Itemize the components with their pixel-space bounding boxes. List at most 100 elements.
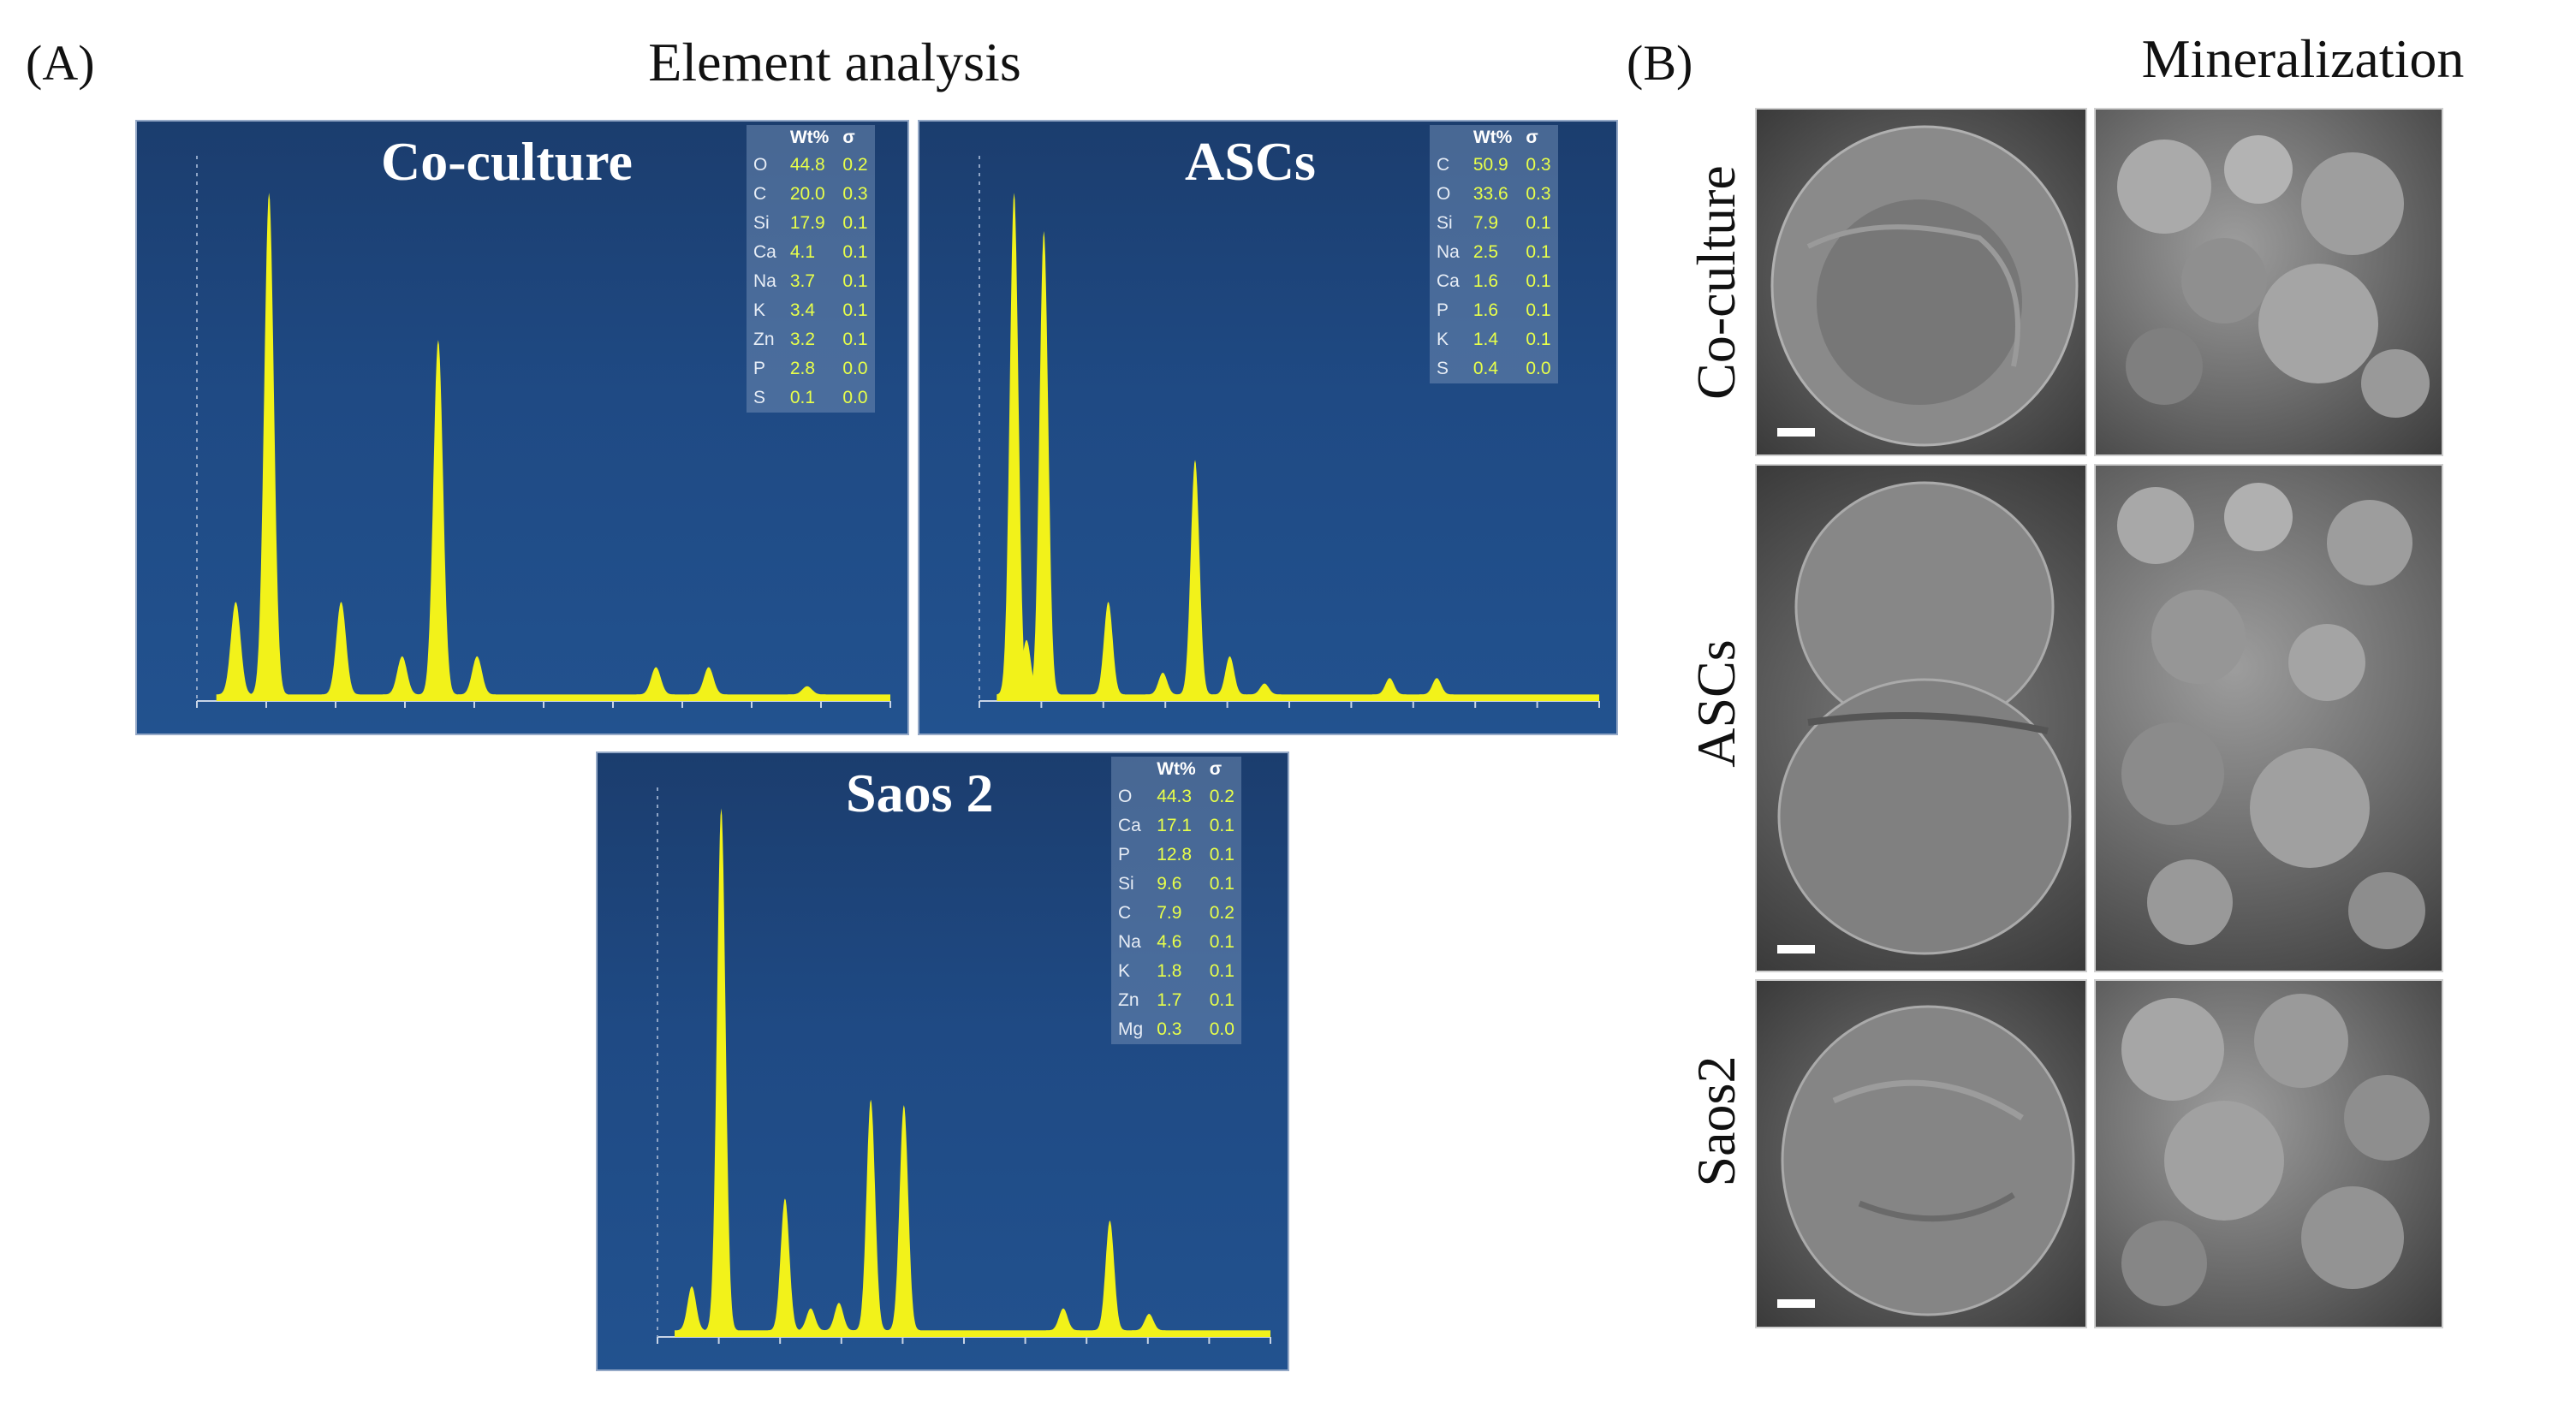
sigma-cell: 0.1 <box>1526 242 1551 262</box>
element-cell: Zn <box>753 330 775 349</box>
spectrum-peak <box>996 193 1032 702</box>
element-cell: Si <box>1437 213 1453 233</box>
element-cell: O <box>1437 184 1451 204</box>
sigma-cell: 0.1 <box>842 213 868 233</box>
element-cell: O <box>753 155 768 175</box>
element-cell: Mg <box>1118 1019 1144 1039</box>
sigma-cell: 0.1 <box>1209 932 1234 952</box>
spectrum-peak <box>1091 602 1126 701</box>
table-row: Ca 4.1 0.1 <box>747 238 875 267</box>
spectrum-peak <box>636 667 675 701</box>
wt-cell: 0.4 <box>1472 359 1499 378</box>
spectrum-peak <box>675 1286 710 1337</box>
sem-mineral-saos2 <box>2094 979 2443 1328</box>
spectrum-peak <box>383 656 422 701</box>
table-row: Zn 3.2 0.1 <box>747 325 875 354</box>
table-row: O 33.6 0.3 <box>1430 180 1558 209</box>
sigma-cell: 0.3 <box>1526 155 1551 175</box>
wt-cell: 17.1 <box>1157 816 1193 835</box>
wt-cell: 3.2 <box>789 330 816 349</box>
panel-b-title: Mineralization <box>2141 28 2465 89</box>
spectrum-title: ASCs <box>1185 131 1316 192</box>
sigma-cell: 0.1 <box>1209 816 1234 835</box>
table-row: Ca 17.1 0.1 <box>1111 811 1241 841</box>
element-cell: C <box>1437 155 1450 175</box>
element-cell: K <box>753 300 766 320</box>
spectrum-peak <box>886 1105 921 1337</box>
spectrum-title: Saos 2 <box>846 763 994 823</box>
spectrum-peak <box>419 340 458 701</box>
element-cell: Ca <box>1118 816 1141 835</box>
sigma-cell: 0.2 <box>1209 787 1234 806</box>
spectrum-peak <box>321 602 361 701</box>
element-cell: Si <box>1118 874 1134 894</box>
spectrum-peak <box>1145 672 1181 701</box>
header-element <box>747 125 783 151</box>
spectrum-peak <box>767 1198 802 1337</box>
table-row: Na 4.6 0.1 <box>1111 928 1241 957</box>
sigma-cell: 0.1 <box>842 242 868 262</box>
table-row: Na 2.5 0.1 <box>1430 238 1558 267</box>
spectrum-peak <box>854 1099 889 1337</box>
table-row: S 0.1 0.0 <box>747 383 875 413</box>
sigma-cell: 0.2 <box>842 155 868 175</box>
wt-cell: 1.6 <box>1472 300 1499 320</box>
spectrum-baseline <box>224 694 890 701</box>
spectrum-peak <box>1026 230 1062 701</box>
row-label-co-culture: Co-culture <box>1686 165 1746 400</box>
spheroid-shape <box>1770 125 2079 447</box>
sigma-cell: 0.1 <box>842 330 868 349</box>
eds-spectrum-saos2: Saos 2 Wt% σ O 44.3 0.2 Ca 17.1 0.1 P 12.8 0.1 Si 9… <box>596 751 1289 1371</box>
header-wt: Wt% <box>789 128 830 147</box>
spectrum-peak <box>704 808 739 1337</box>
composition-table: Wt% σ C 50.9 0.3 O 33.6 0.3 Si 7.9 0.1 Na 2.5 0.1 Ca 1… <box>1430 125 1558 383</box>
sigma-cell: 0.2 <box>1209 903 1234 923</box>
spectrum-peak <box>1092 1220 1127 1337</box>
sigma-cell: 0.1 <box>1526 213 1551 233</box>
header-sigma: σ <box>842 128 855 147</box>
table-row: S 0.4 0.0 <box>1430 354 1558 383</box>
scale-bar <box>1777 1299 1815 1308</box>
spectrum-peak <box>1008 639 1044 701</box>
panel-a-title: Element analysis <box>648 32 1021 92</box>
composition-table: Wt% σ O 44.3 0.2 Ca 17.1 0.1 P 12.8 0.1 Si 9.6 0.1 C 7… <box>1111 757 1241 1044</box>
header-wt: Wt% <box>1472 128 1513 147</box>
wt-cell: 3.7 <box>789 271 816 291</box>
element-cell: P <box>1118 845 1131 864</box>
table-row: Na 3.7 0.1 <box>747 267 875 296</box>
element-cell: C <box>753 184 767 204</box>
table-row: O 44.3 0.2 <box>1111 782 1241 811</box>
spectrum-peak <box>1212 656 1247 701</box>
element-cell: S <box>1437 359 1449 378</box>
wt-cell: 1.8 <box>1157 961 1182 981</box>
sigma-cell: 0.1 <box>842 300 868 320</box>
wt-cell: 1.4 <box>1472 330 1499 349</box>
sigma-cell: 0.1 <box>1526 330 1551 349</box>
spectrum-peak <box>1045 1308 1080 1337</box>
element-cell: O <box>1118 787 1133 806</box>
sigma-cell: 0.1 <box>1209 961 1234 981</box>
sigma-cell: 0.0 <box>1209 1019 1234 1039</box>
element-cell: Na <box>1437 242 1460 262</box>
wt-cell: 0.1 <box>789 388 816 407</box>
sigma-cell: 0.1 <box>1209 845 1234 864</box>
wt-cell: 1.7 <box>1157 990 1182 1010</box>
spectrum-peak <box>821 1303 856 1337</box>
header-sigma: σ <box>1209 759 1223 779</box>
table-row: Si 7.9 0.1 <box>1430 209 1558 238</box>
sem-spheroid-co-culture <box>1755 108 2087 456</box>
header-element <box>1111 757 1150 782</box>
sigma-cell: 0.0 <box>1526 359 1551 378</box>
mineral-texture <box>2117 135 2430 418</box>
spectrum-plot <box>979 156 1600 708</box>
wt-cell: 2.5 <box>1472 242 1499 262</box>
wt-cell: 50.9 <box>1472 155 1508 175</box>
element-cell: Si <box>753 213 770 233</box>
spectrum-plot <box>657 787 1271 1344</box>
element-cell: Na <box>753 271 776 291</box>
sigma-cell: 0.1 <box>1209 874 1234 894</box>
spectrum-peak <box>794 1308 828 1337</box>
wt-cell: 9.6 <box>1157 874 1182 894</box>
element-cell: C <box>1118 903 1132 923</box>
wt-cell: 12.8 <box>1157 845 1193 864</box>
